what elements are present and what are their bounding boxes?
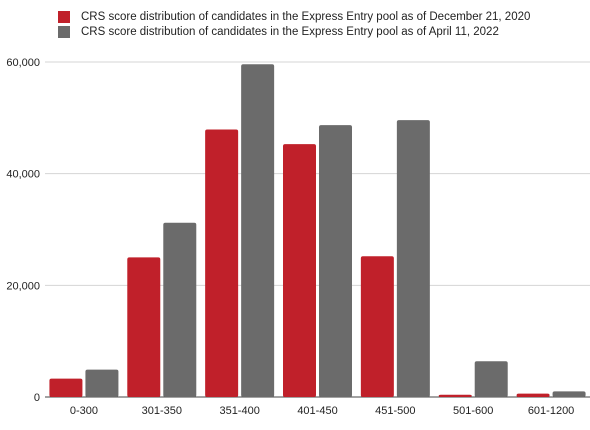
- x-tick-label: 351-400: [219, 405, 259, 417]
- grid-lines: [45, 61, 590, 398]
- bar-0-300-series-1[interactable]: [49, 378, 83, 397]
- bar-601-1200-series-2[interactable]: [552, 391, 586, 397]
- y-axis-tick-labels: 0 20,000 40,000 60,000: [6, 57, 40, 404]
- legend-item-series-1[interactable]: CRS score distribution of candidates in …: [58, 10, 530, 25]
- chart-legend: CRS score distribution of candidates in …: [58, 10, 530, 39]
- bar-501-600-series-2[interactable]: [474, 361, 508, 397]
- x-tick-label: 0-300: [70, 405, 98, 417]
- legend-item-series-2[interactable]: CRS score distribution of candidates in …: [58, 25, 530, 40]
- bar-351-400-series-1[interactable]: [205, 129, 239, 397]
- y-tick-label: 0: [34, 392, 40, 404]
- bar-451-500-series-2[interactable]: [396, 120, 430, 398]
- x-tick-label: 601-1200: [528, 405, 575, 417]
- legend-swatch-series-1: [58, 11, 70, 24]
- x-axis-tick-labels: 0-300 301-350 351-400 401-450 451-500 501-600…: [70, 405, 574, 417]
- x-tick-label: 401-450: [297, 405, 337, 417]
- bar-451-500-series-1[interactable]: [360, 256, 394, 397]
- bar-0-300-series-2[interactable]: [85, 369, 119, 397]
- x-tick-label: 451-500: [375, 405, 415, 417]
- y-tick-label: 20,000: [6, 280, 40, 292]
- legend-label-series-2: CRS score distribution of candidates in …: [81, 25, 499, 38]
- x-tick-label: 301-350: [142, 405, 182, 417]
- legend-swatch-series-2: [58, 25, 70, 38]
- bar-401-450-series-1[interactable]: [283, 144, 316, 397]
- bar-301-350-series-1[interactable]: [127, 257, 161, 397]
- bar-601-1200-series-1[interactable]: [516, 393, 550, 397]
- bar-351-400-series-2[interactable]: [241, 64, 275, 397]
- bar-501-600-series-1[interactable]: [438, 394, 472, 397]
- y-tick-label: 60,000: [6, 57, 40, 69]
- x-tick-label: 501-600: [453, 405, 493, 417]
- legend-label-series-1: CRS score distribution of candidates in …: [81, 11, 531, 23]
- y-tick-label: 40,000: [6, 169, 40, 181]
- bar-401-450-series-2[interactable]: [319, 125, 352, 397]
- bar-301-350-series-2[interactable]: [163, 222, 197, 397]
- bars: [49, 64, 586, 398]
